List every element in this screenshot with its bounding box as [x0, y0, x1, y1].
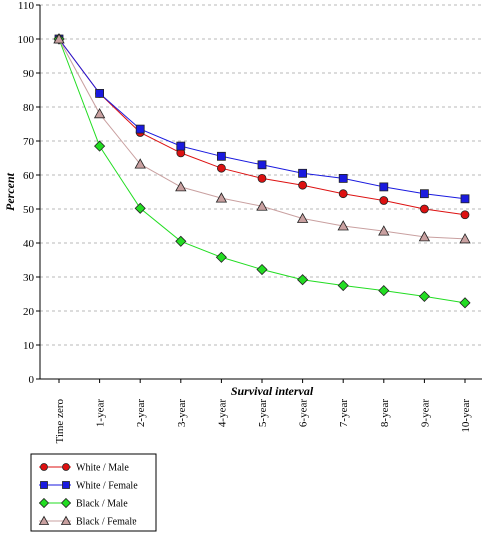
y-tick-label: 40: [23, 238, 35, 250]
x-tick-label: 10-year: [460, 399, 472, 433]
series-line: [58, 38, 466, 304]
y-tick-label: 60: [23, 170, 35, 182]
x-tick-label: 5-year: [257, 399, 269, 427]
x-tick-label: 6-year: [298, 399, 310, 427]
legend: White / Male White / Female Black / Male Bl…: [30, 453, 157, 532]
data-point: [257, 173, 267, 183]
y-axis-ticks: 0 10 20 30 40 50 60 70 80 90 100 110: [18, 0, 40, 386]
data-point: [418, 231, 431, 242]
data-point: [419, 204, 429, 214]
data-point: [419, 189, 429, 199]
series-line: [58, 38, 466, 216]
data-point: [337, 220, 349, 231]
data-point: [459, 297, 471, 309]
data-point: [175, 181, 187, 192]
y-tick-label: 10: [23, 340, 35, 352]
data-point: [60, 497, 72, 509]
y-tick-label: 110: [18, 0, 35, 12]
data-point: [256, 200, 268, 211]
y-tick-label: 90: [23, 68, 35, 80]
data-point: [175, 235, 187, 247]
data-point: [38, 497, 50, 509]
data-point: [215, 251, 227, 263]
data-point: [338, 189, 348, 199]
data-point: [60, 515, 72, 525]
data-point: [176, 141, 186, 151]
y-tick-label: 70: [23, 136, 35, 148]
data-point: [38, 515, 50, 525]
data-point: [338, 173, 348, 183]
series-group: [53, 33, 471, 309]
legend-label: White / Female: [76, 481, 138, 492]
data-point: [379, 196, 389, 205]
data-point: [40, 481, 48, 489]
x-tick-label: 1-year: [95, 399, 107, 427]
x-tick-label: 7-year: [338, 399, 350, 427]
y-tick-label: 0: [29, 374, 35, 386]
x-tick-label: 8-year: [379, 399, 391, 427]
data-point: [215, 192, 228, 203]
data-point: [460, 210, 470, 220]
y-tick-label: 20: [23, 306, 35, 318]
data-point: [418, 290, 430, 302]
gridlines: [40, 4, 482, 346]
data-point: [216, 163, 226, 173]
y-axis-title: Percent: [3, 172, 17, 211]
y-tick-label: 30: [23, 272, 35, 284]
data-point: [378, 285, 390, 297]
legend-label: White / Male: [76, 463, 129, 474]
data-point: [257, 160, 267, 170]
legend-label: Black / Femalɐ: [76, 517, 137, 528]
legend-label: Black / Male: [76, 499, 128, 510]
data-point: [298, 180, 308, 190]
series-3: [53, 33, 471, 309]
data-point: [256, 263, 268, 276]
data-point: [53, 33, 65, 44]
data-point: [40, 463, 48, 471]
data-point: [297, 274, 309, 286]
data-point: [379, 182, 389, 192]
data-point: [94, 140, 106, 152]
data-point: [134, 158, 146, 169]
data-point: [298, 168, 308, 178]
series-4: [53, 33, 471, 244]
data-point: [296, 212, 309, 223]
data-point: [134, 202, 146, 214]
y-tick-label: 100: [18, 34, 35, 46]
data-point: [216, 151, 226, 161]
data-point: [95, 89, 104, 98]
x-tick-label: 9-year: [419, 399, 431, 427]
data-point: [459, 233, 471, 244]
x-tick-label: 3-year: [176, 399, 188, 427]
data-point: [62, 463, 70, 471]
data-point: [337, 279, 349, 292]
x-tick-label: 4-year: [216, 399, 228, 427]
x-axis-ticks: Time zero 1-year 2-year 3-year 4-year 5-year 6…: [54, 379, 472, 444]
x-tick-label: Time zero: [54, 399, 66, 444]
x-axis-title: Survival interval: [231, 384, 314, 398]
y-tick-label: 80: [23, 102, 35, 114]
data-point: [460, 194, 470, 204]
y-tick-label: 50: [23, 204, 35, 216]
data-point: [93, 107, 106, 119]
data-point: [378, 225, 390, 236]
data-point: [62, 481, 70, 489]
data-point: [135, 124, 145, 134]
x-tick-label: 2-year: [135, 399, 147, 427]
